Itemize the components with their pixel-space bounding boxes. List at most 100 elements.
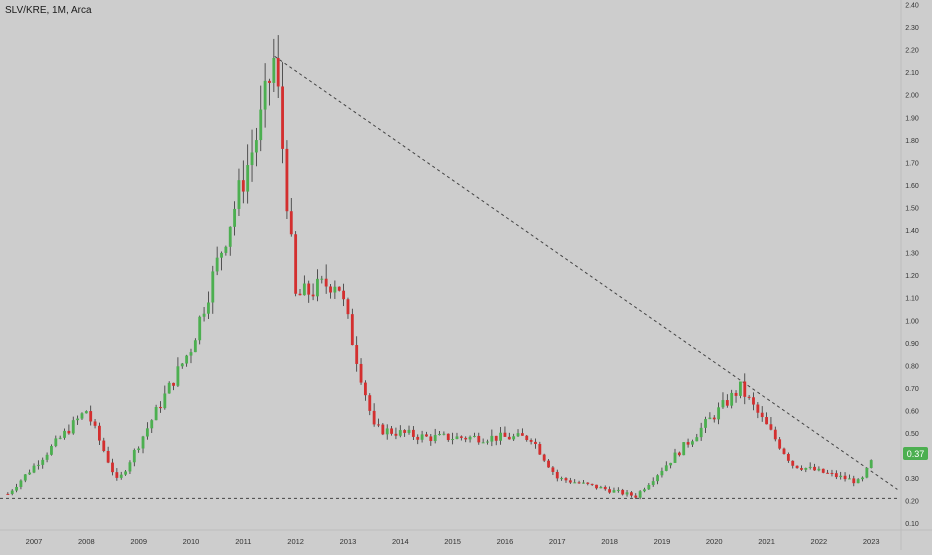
candle-body: [564, 478, 568, 481]
candle-body: [459, 436, 463, 438]
candle-body: [769, 424, 773, 430]
candle-body: [119, 474, 123, 478]
trendline[interactable]: [274, 55, 898, 490]
candle-body: [603, 486, 607, 490]
candle-body: [390, 428, 393, 434]
candle-body: [337, 286, 341, 291]
candle-body: [15, 486, 18, 491]
price-tick-label: 1.10: [905, 296, 919, 303]
candle-body: [172, 382, 175, 386]
candle-body: [486, 441, 489, 443]
candle-body: [507, 436, 511, 440]
candle-body: [211, 271, 215, 303]
candle-body: [664, 465, 668, 471]
candle-body: [10, 490, 14, 494]
candle-body: [372, 410, 376, 425]
candle-body: [154, 406, 158, 421]
price-tick-label: 0.30: [905, 476, 919, 483]
candle-body: [106, 450, 110, 463]
candle-body: [411, 429, 415, 437]
candle-body: [159, 406, 162, 409]
price-axis[interactable]: 0.100.200.300.400.500.600.700.800.901.00…: [905, 3, 919, 529]
candle-body: [329, 286, 332, 293]
candle-body: [752, 397, 755, 405]
time-tick-label: 2020: [706, 537, 723, 546]
candle-body: [765, 417, 768, 425]
candle-body: [481, 442, 485, 444]
price-tick-label: 2.30: [905, 25, 919, 32]
time-tick-label: 2023: [863, 537, 880, 546]
candle-body: [782, 448, 786, 454]
candle-body: [651, 481, 655, 485]
candle-body: [747, 396, 751, 398]
time-axis[interactable]: 2007 2008 2009 2010 2011 2012 2013 2014 2015 2016…: [26, 537, 880, 546]
candle-body: [246, 165, 250, 192]
candle-body: [132, 450, 136, 463]
candle-body: [525, 435, 529, 441]
price-tick-label: 0.10: [905, 521, 919, 528]
candle-body: [324, 278, 328, 287]
candle-body: [202, 313, 206, 317]
candle-body: [45, 454, 49, 460]
candle-body: [368, 395, 372, 411]
candle-body: [708, 417, 712, 420]
candle-body: [861, 477, 864, 480]
candle-body: [350, 314, 354, 346]
price-tick-label: 1.80: [905, 138, 919, 145]
price-tick-label: 0.70: [905, 386, 919, 393]
candle-body: [778, 439, 782, 449]
candle-body: [207, 302, 210, 314]
price-tick-label: 2.20: [905, 48, 919, 55]
time-tick-label: 2022: [811, 537, 828, 546]
candle-body: [734, 392, 738, 396]
candle-body: [259, 109, 263, 141]
price-tick-label: 1.50: [905, 205, 919, 212]
candle-body: [612, 490, 616, 493]
candle-body: [538, 444, 542, 455]
candle-body: [84, 411, 88, 414]
candle-body: [316, 278, 319, 297]
candle-body: [63, 430, 66, 438]
price-badge-box: [903, 447, 928, 460]
candle-body: [224, 246, 228, 253]
candle-body: [237, 180, 241, 209]
time-tick-label: 2017: [549, 537, 566, 546]
candle-body: [821, 468, 825, 473]
candle-body: [682, 442, 686, 456]
candle-body: [621, 489, 625, 495]
price-tick-label: 1.30: [905, 251, 919, 258]
price-tick-label: 1.00: [905, 318, 919, 325]
candle-body: [560, 478, 564, 480]
candle-body: [490, 435, 494, 442]
candle-body: [150, 420, 154, 429]
candle-body: [124, 471, 127, 475]
candle-body: [756, 404, 760, 413]
candle-body: [686, 442, 690, 445]
candle-body: [808, 466, 812, 468]
candle-body: [455, 436, 459, 440]
candle-body: [355, 345, 359, 364]
candle-body: [699, 427, 703, 438]
candle-body: [141, 436, 145, 449]
candle-body: [272, 57, 276, 83]
candle-body: [551, 467, 555, 472]
candle-body: [804, 467, 808, 470]
candle-body: [23, 474, 27, 481]
candle-body: [852, 478, 856, 484]
candle-body: [58, 437, 62, 439]
candle-body: [193, 340, 197, 353]
candle-body: [71, 420, 75, 434]
time-tick-label: 2021: [758, 537, 775, 546]
candle-body: [590, 483, 594, 485]
price-tick-label: 0.20: [905, 499, 919, 506]
candle-body: [416, 436, 420, 440]
candle-body: [638, 491, 642, 498]
candle-body: [464, 437, 468, 440]
candle-body: [377, 424, 380, 426]
candle-body: [839, 475, 843, 478]
candle-body: [36, 464, 40, 466]
candle-body: [555, 471, 559, 479]
